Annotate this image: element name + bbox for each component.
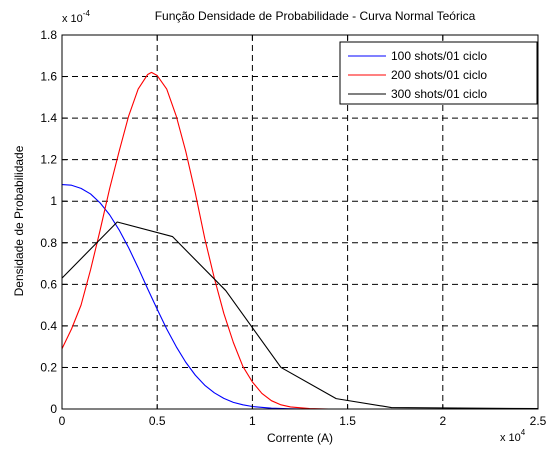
series-layer [61,71,539,410]
y-axis-exponent: x 10-4 [62,9,90,25]
x-tick-label: 0.5 [149,414,166,428]
axis-ticks [61,34,539,410]
x-axis-exponent: x 104 [500,428,526,444]
y-tick-label: 0.4 [40,319,57,333]
x-tick-label: 2 [439,414,446,428]
y-tick-label: 0.2 [40,360,57,374]
x-tick-label: 2.5 [530,414,547,428]
y-tick-label: 0 [50,402,57,416]
x-tick-labels: 0 0.5 1 1.5 2 2.5 [59,414,547,428]
chart-title: Função Densidade de Probabilidade - Curv… [155,9,476,23]
y-tick-label: 0.6 [40,277,57,291]
y-tick-label: 1.6 [40,70,57,84]
series-line-100-shots-01-ciclo [61,184,538,410]
y-tick-label: 1.2 [40,153,57,167]
y-tick-label: 0.8 [40,236,57,250]
x-axis-label: Corrente (A) [267,431,333,445]
y-axis-label: Densidade de Probabilidade [12,145,26,296]
legend-label-300-shots: 300 shots/01 ciclo [391,87,487,101]
y-tick-label: 1 [50,194,57,208]
x-tick-label: 0 [59,414,66,428]
legend-label-100-shots: 100 shots/01 ciclo [391,49,487,63]
plot-area-frame [61,34,539,410]
x-tick-label: 1 [249,414,256,428]
y-tick-label: 1.4 [40,111,57,125]
legend-label-200-shots: 200 shots/01 ciclo [391,68,487,82]
y-tick-labels: 0 0.2 0.4 0.6 0.8 1 1.2 1.4 1.6 1.8 [40,28,57,416]
series-line-300-shots-01-ciclo [61,221,539,410]
series-line-200-shots-01-ciclo [61,71,538,410]
x-tick-label: 1.5 [339,414,356,428]
legend: 100 shots/01 ciclo 200 shots/01 ciclo 30… [339,41,538,105]
y-tick-label: 1.8 [40,28,57,42]
